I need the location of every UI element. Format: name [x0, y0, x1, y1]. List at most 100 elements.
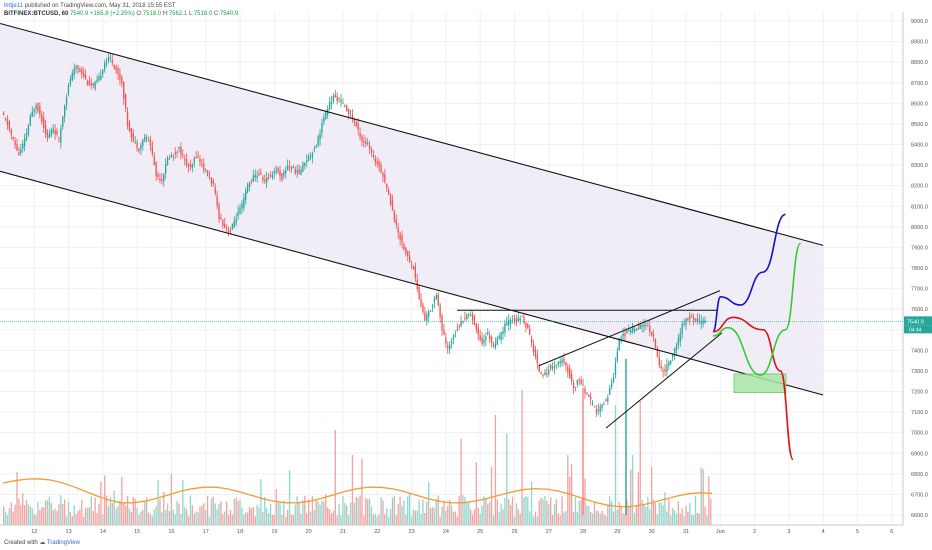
volume-bar — [149, 514, 152, 525]
volume-bar — [48, 496, 51, 525]
volume-bar — [538, 500, 540, 525]
volume-bar — [378, 514, 380, 525]
volume-bar — [620, 505, 622, 525]
volume-bar — [595, 511, 598, 525]
candle-body — [4, 118, 7, 120]
volume-bar — [408, 493, 411, 525]
candle-body — [130, 128, 133, 138]
price-change: +165.8 (+2.25%) — [90, 11, 135, 17]
candle-body — [269, 175, 272, 177]
projection-path-blue — [712, 213, 786, 333]
volume-bar — [138, 515, 140, 525]
volume-bar — [447, 506, 449, 525]
candle-body — [222, 219, 224, 226]
candle-body — [319, 132, 321, 140]
volume-bar — [170, 473, 173, 525]
candle-body — [591, 402, 594, 404]
candle-body — [115, 66, 117, 71]
candle-body — [121, 77, 123, 84]
volume-bar — [504, 497, 506, 525]
candle-body — [10, 129, 12, 135]
volume-bar — [254, 516, 256, 525]
candle-body — [683, 323, 685, 325]
candle-body — [176, 152, 178, 154]
candle-body — [307, 155, 310, 161]
candle-body — [46, 131, 49, 138]
candle-body — [138, 148, 140, 152]
volume-bar — [511, 496, 514, 525]
open-value: 7518.0 — [142, 11, 162, 17]
volume-bar — [56, 510, 58, 525]
volume-bar — [241, 507, 243, 525]
volume-bar — [199, 506, 201, 525]
candle-body — [610, 382, 613, 388]
y-tick-label: 7600.0 — [911, 307, 928, 313]
candle-body — [281, 173, 283, 180]
x-tick-label: 18 — [237, 529, 243, 535]
candle-body — [582, 384, 584, 386]
volume-bar — [277, 500, 279, 525]
volume-bar — [69, 511, 72, 525]
candle-body — [466, 315, 468, 320]
volume-bar — [609, 496, 611, 525]
candle-body — [88, 80, 91, 86]
tradingview-link[interactable]: TradingView — [46, 540, 80, 546]
volume-bar — [214, 503, 216, 525]
volume-bar — [679, 513, 681, 525]
candle-body — [389, 194, 392, 205]
volume-bar — [588, 505, 590, 525]
candle-body — [292, 166, 295, 168]
volume-bar — [565, 510, 567, 525]
volume-bar — [380, 497, 382, 525]
volume-bar — [475, 462, 478, 525]
candle-body — [677, 338, 680, 346]
volume-bar — [509, 505, 512, 525]
volume-bar — [607, 505, 609, 525]
volume-bar — [426, 501, 428, 525]
volume-bar — [567, 455, 569, 525]
volume-bar — [302, 500, 304, 525]
volume-bar — [155, 506, 157, 525]
author-name[interactable]: lmtje11 — [4, 3, 23, 9]
candle-body — [124, 93, 127, 108]
candle-body — [662, 370, 664, 372]
volume-bar — [519, 513, 521, 525]
volume-bar — [429, 507, 432, 525]
candle-body — [6, 118, 9, 125]
volume-bar — [136, 507, 138, 525]
volume-bar — [367, 499, 369, 525]
candle-body — [626, 330, 628, 334]
candle-body — [412, 266, 415, 270]
y-tick-label: 7200.0 — [911, 390, 928, 396]
candle-body — [624, 333, 626, 337]
candle-body — [609, 388, 611, 395]
volume-bar — [174, 514, 176, 525]
volume-bar — [92, 511, 94, 525]
volume-bar — [530, 481, 533, 525]
candle-body — [422, 304, 424, 313]
volume-bar — [8, 507, 11, 525]
candle-body — [702, 320, 704, 324]
symbol-label: BITFINEX:BTCUSD, 60 — [4, 11, 69, 17]
candle-body — [71, 72, 73, 81]
candle-body — [92, 83, 94, 86]
candle-body — [31, 111, 33, 117]
candle-body — [104, 62, 106, 70]
candle-body — [285, 170, 287, 173]
candle-body — [25, 132, 28, 140]
y-tick-label: 6900.0 — [911, 451, 928, 457]
volume-bar — [321, 500, 323, 525]
candle-body — [671, 354, 674, 358]
candle-body — [151, 146, 153, 155]
volume-bar — [6, 515, 9, 525]
volume-bar — [599, 513, 601, 525]
candle-body — [691, 316, 693, 318]
candle-body — [576, 379, 579, 385]
volume-bar — [52, 509, 54, 525]
volume-bar — [542, 499, 544, 525]
candle-body — [323, 117, 325, 123]
candle-body — [134, 141, 136, 143]
volume-bar — [437, 495, 439, 525]
candle-body — [555, 364, 558, 366]
